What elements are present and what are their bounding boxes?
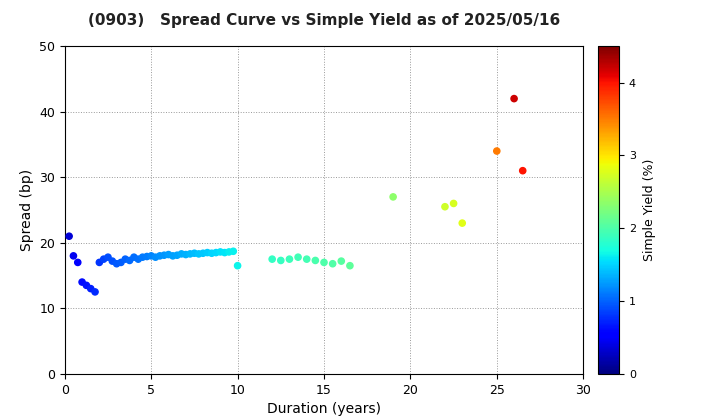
Point — [219, 249, 230, 256]
Point — [439, 203, 451, 210]
Point — [517, 167, 528, 174]
Point — [491, 148, 503, 155]
Point — [141, 253, 153, 260]
Point — [275, 257, 287, 264]
Point — [102, 254, 114, 260]
Point — [94, 259, 105, 266]
Point — [508, 95, 520, 102]
Point — [180, 251, 192, 258]
Point — [158, 252, 170, 259]
Point — [72, 259, 84, 266]
Point — [228, 248, 239, 255]
Point — [184, 251, 196, 257]
Point — [210, 249, 222, 256]
Point — [215, 249, 226, 255]
Point — [107, 258, 118, 265]
Point — [197, 250, 209, 257]
Point — [81, 282, 92, 289]
Point — [284, 256, 295, 262]
Point — [206, 250, 217, 257]
Point — [193, 251, 204, 257]
Point — [76, 279, 88, 286]
Point — [120, 256, 131, 262]
Point — [150, 254, 161, 260]
Point — [111, 260, 122, 267]
Point — [163, 251, 174, 258]
X-axis label: Duration (years): Duration (years) — [267, 402, 381, 416]
Point — [266, 256, 278, 262]
Point — [344, 262, 356, 269]
Point — [301, 256, 312, 262]
Point — [176, 251, 187, 257]
Point — [124, 257, 135, 264]
Point — [202, 249, 213, 256]
Point — [128, 254, 140, 260]
Point — [68, 252, 79, 259]
Text: (0903)   Spread Curve vs Simple Yield as of 2025/05/16: (0903) Spread Curve vs Simple Yield as o… — [88, 13, 560, 28]
Point — [223, 249, 235, 255]
Point — [387, 194, 399, 200]
Point — [85, 285, 96, 292]
Point — [232, 262, 243, 269]
Y-axis label: Simple Yield (%): Simple Yield (%) — [643, 159, 656, 261]
Y-axis label: Spread (bp): Spread (bp) — [19, 169, 34, 251]
Point — [448, 200, 459, 207]
Point — [167, 252, 179, 259]
Point — [310, 257, 321, 264]
Point — [189, 250, 200, 257]
Point — [171, 252, 183, 259]
Point — [292, 254, 304, 260]
Point — [89, 289, 101, 295]
Point — [336, 258, 347, 265]
Point — [137, 254, 148, 260]
Point — [145, 252, 157, 259]
Point — [98, 256, 109, 262]
Point — [318, 259, 330, 266]
Point — [115, 259, 127, 266]
Point — [132, 256, 144, 262]
Point — [456, 220, 468, 226]
Point — [327, 260, 338, 267]
Point — [63, 233, 75, 239]
Point — [154, 252, 166, 259]
